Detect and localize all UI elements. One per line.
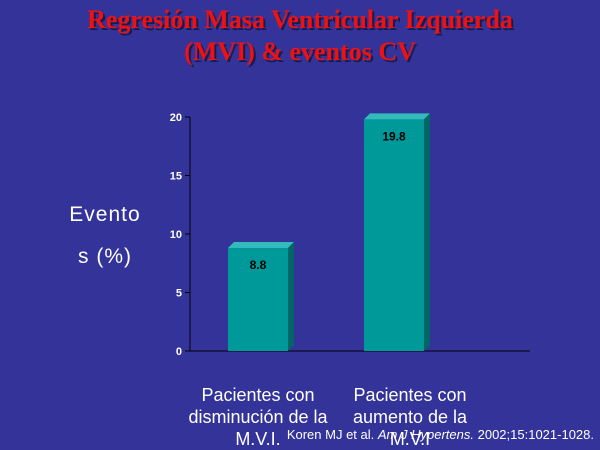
bar-top-face xyxy=(228,242,294,249)
citation: Koren MJ et al. Am J Hypertens. 2002;15:… xyxy=(0,427,594,442)
slide-title-line-2: (MVI) & eventos CV xyxy=(184,37,416,66)
y-tick-label: 0 xyxy=(176,346,182,358)
x-category-label-increase: Pacientes con aumento de la M.V.I xyxy=(320,384,500,450)
bar xyxy=(364,119,424,351)
citation-authors: Koren MJ et al. xyxy=(286,427,375,442)
bar xyxy=(228,248,288,351)
bar-side-face xyxy=(288,242,294,351)
x-category-label-decrease: Pacientes con disminución de la M.V.I. xyxy=(168,384,348,450)
bar-value-label: 8.8 xyxy=(250,258,267,272)
bar-side-face xyxy=(424,113,430,351)
x-category-label-line: M.V.I. xyxy=(235,429,281,449)
y-tick-label: 20 xyxy=(170,112,182,124)
y-tick-label: 15 xyxy=(170,171,182,183)
slide-title-line-1: Regresión Masa Ventricular Izquierda xyxy=(87,5,513,34)
y-tick-label: 10 xyxy=(170,229,182,241)
x-category-label-line: M.V.I xyxy=(389,429,431,449)
x-category-label-line: Pacientes con xyxy=(201,385,315,405)
bar-top-face xyxy=(364,113,430,120)
citation-details: 2002;15:1021-1028. xyxy=(477,427,594,442)
y-tick-label: 5 xyxy=(176,288,182,300)
x-category-label-line: disminución de la xyxy=(188,407,328,427)
x-category-label-line: Pacientes con xyxy=(353,385,467,405)
citation-journal: Am J Hypertens. xyxy=(377,427,474,442)
bar-value-label: 19.8 xyxy=(382,129,406,143)
y-axis-label-line-1: Evento xyxy=(69,203,141,226)
x-category-label-line: aumento de la xyxy=(352,407,468,427)
y-axis-label-line-2: s (%) xyxy=(78,245,132,268)
